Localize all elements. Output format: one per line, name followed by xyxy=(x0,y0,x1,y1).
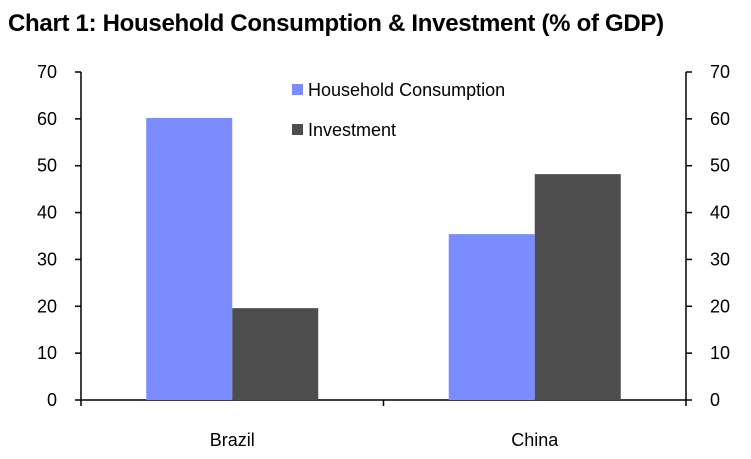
bar-household-consumption-china xyxy=(448,234,535,400)
chart-title: Chart 1: Household Consumption & Investm… xyxy=(8,10,664,37)
legend-label: Household Consumption xyxy=(308,80,505,100)
y-tick-label-left: 60 xyxy=(37,109,57,129)
x-tick-label: Brazil xyxy=(210,430,255,450)
y-tick-label-left: 70 xyxy=(37,62,57,82)
y-tick-label-right: 30 xyxy=(710,249,730,269)
y-tick-label-left: 50 xyxy=(37,156,57,176)
y-tick-label-left: 30 xyxy=(37,249,57,269)
bar-household-consumption-brazil xyxy=(146,117,233,401)
y-tick-label-right: 40 xyxy=(710,203,730,223)
bar-investment-china xyxy=(534,174,621,400)
legend: Household Consumption Investment xyxy=(292,80,505,140)
bars xyxy=(146,117,621,401)
legend-swatch xyxy=(292,84,303,95)
legend-swatch xyxy=(292,124,303,135)
y-tick-label-right: 0 xyxy=(710,390,720,410)
x-tick-label: China xyxy=(511,430,559,450)
y-tick-label-left: 10 xyxy=(37,343,57,363)
y-tick-label-right: 70 xyxy=(710,62,730,82)
bar-investment-brazil xyxy=(232,308,319,400)
y-tick-label-left: 20 xyxy=(37,296,57,316)
y-tick-label-left: 40 xyxy=(37,203,57,223)
legend-label: Investment xyxy=(308,120,396,140)
y-tick-label-right: 50 xyxy=(710,156,730,176)
y-tick-label-left: 0 xyxy=(47,390,57,410)
y-tick-label-right: 60 xyxy=(710,109,730,129)
y-tick-label-right: 10 xyxy=(710,343,730,363)
y-tick-label-right: 20 xyxy=(710,296,730,316)
